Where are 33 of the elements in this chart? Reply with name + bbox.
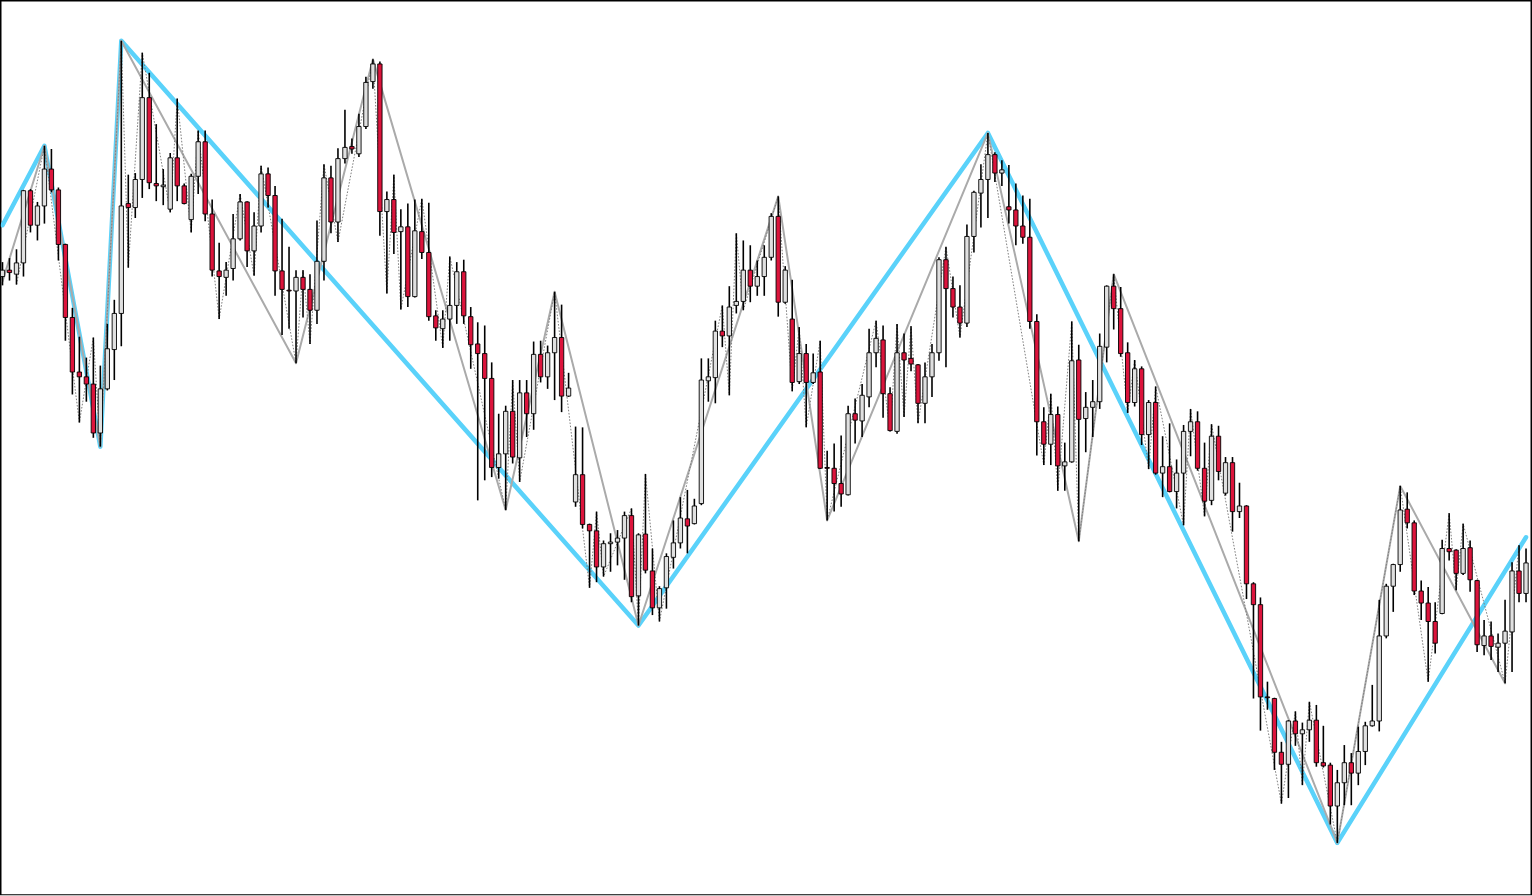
candlestick	[524, 379, 530, 438]
candlestick	[1236, 482, 1243, 520]
candlestick	[691, 498, 697, 526]
candlestick	[1264, 681, 1271, 711]
candlestick	[76, 336, 82, 424]
candlestick	[719, 304, 725, 349]
candlestick	[1187, 408, 1194, 458]
candlestick	[1306, 701, 1312, 743]
candlestick	[1334, 769, 1340, 844]
candlestick	[34, 201, 41, 242]
candlestick	[607, 532, 614, 573]
candlestick	[1299, 721, 1306, 787]
candlestick	[1173, 458, 1180, 510]
candlestick	[614, 529, 621, 567]
candlestick	[586, 523, 593, 589]
candlestick	[13, 248, 20, 286]
candlestick	[1278, 741, 1285, 805]
candlestick	[670, 519, 677, 570]
candlestick	[565, 372, 572, 398]
candlestick	[600, 539, 607, 578]
candlestick	[656, 585, 663, 623]
candlestick	[551, 291, 558, 402]
candlestick	[621, 510, 628, 581]
candlestick	[48, 148, 55, 194]
candlestick	[538, 340, 544, 384]
candlestick	[6, 257, 13, 282]
candlestick	[705, 357, 711, 403]
candlestick	[83, 356, 89, 403]
candlestick	[684, 489, 690, 555]
candlestick	[1292, 710, 1299, 747]
candlestick	[1320, 725, 1326, 769]
candlestick	[1160, 435, 1166, 499]
candlestick	[1250, 581, 1257, 700]
